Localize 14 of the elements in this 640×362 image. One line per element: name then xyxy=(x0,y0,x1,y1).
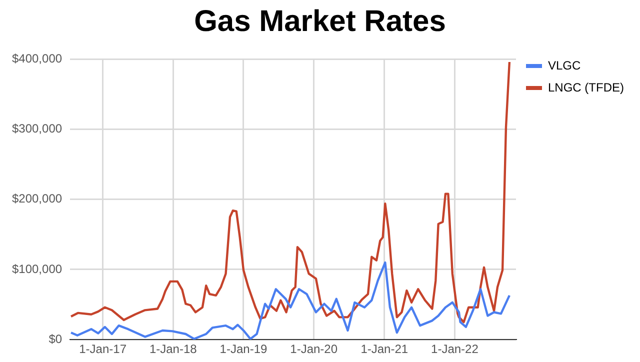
x-tick-label: 1-Jan-18 xyxy=(149,342,198,356)
x-tick-label: 1-Jan-19 xyxy=(220,342,268,356)
y-tick-label: $0 xyxy=(48,332,62,346)
legend-label: VLGC xyxy=(548,58,582,72)
chart-title: Gas Market Rates xyxy=(193,4,447,40)
y-tick-label: $300,000 xyxy=(12,122,62,136)
x-tick-label: 1-Jan-22 xyxy=(431,342,479,356)
y-tick-label: $200,000 xyxy=(12,192,62,206)
y-tick-label: $100,000 xyxy=(12,262,62,276)
x-tick-label: 1-Jan-20 xyxy=(290,342,338,356)
x-tick-label: 1-Jan-21 xyxy=(360,342,408,356)
legend-label: LNGC (TFDE) xyxy=(548,80,624,94)
x-tick-label: 1-Jan-17 xyxy=(79,342,127,356)
y-tick-label: $400,000 xyxy=(12,52,62,66)
